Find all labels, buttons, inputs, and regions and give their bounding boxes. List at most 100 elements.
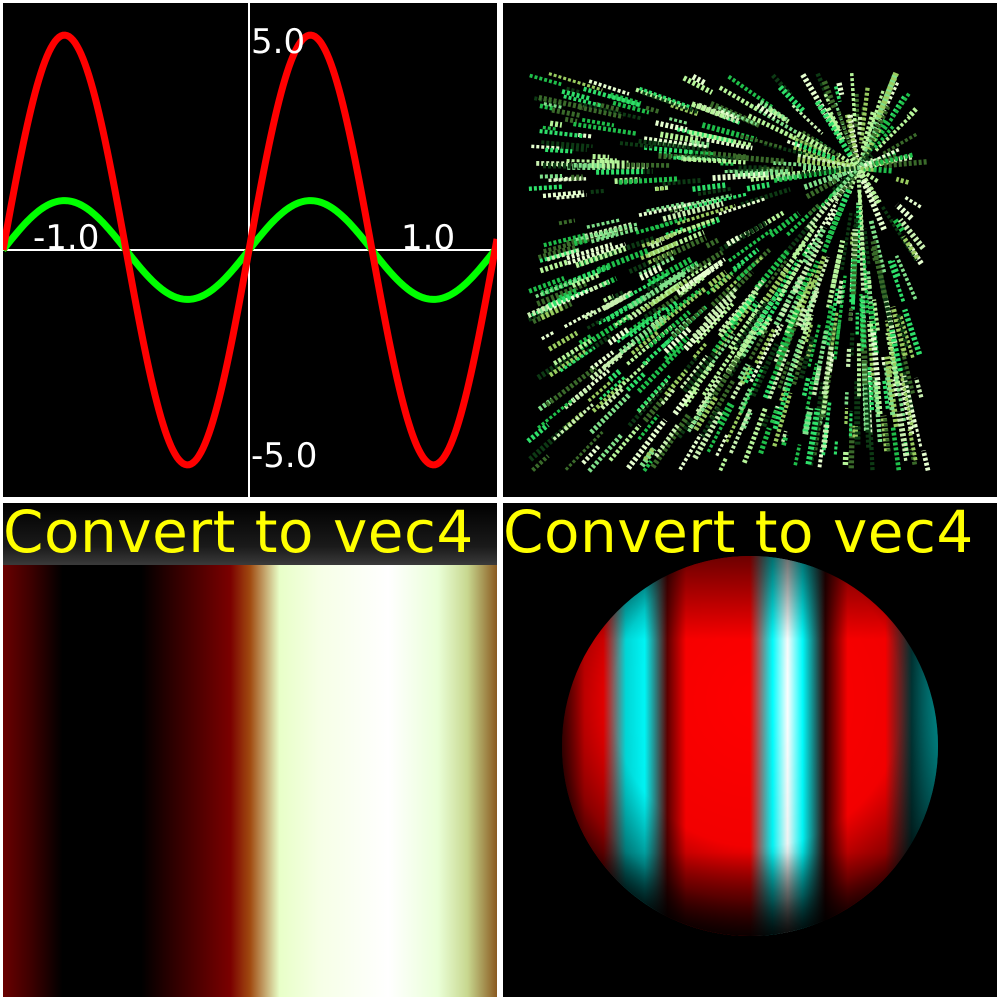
burst-ray <box>703 286 739 321</box>
burst-ray <box>802 412 812 433</box>
burst-ray <box>653 235 708 264</box>
burst-ray <box>677 415 695 439</box>
burst-ray <box>642 395 667 423</box>
burst-ray <box>791 104 824 135</box>
burst-ray <box>545 365 598 407</box>
burst-ray <box>858 87 870 144</box>
burst-ray <box>749 103 801 136</box>
burst-ray <box>573 121 637 136</box>
burst-ray <box>771 73 793 97</box>
burst-ray <box>767 349 790 400</box>
burst-ray <box>746 181 770 192</box>
burst-ray <box>882 132 918 155</box>
burst-ray <box>614 360 649 393</box>
burst-ray <box>589 391 632 435</box>
burst-ray <box>729 407 753 454</box>
burst-ray <box>762 267 790 303</box>
burst-ray <box>597 247 650 273</box>
burst-ray <box>693 395 719 432</box>
burst-ray <box>695 372 730 422</box>
burst-ray <box>692 182 726 192</box>
burst-ray <box>880 354 886 366</box>
burst-ray <box>637 414 660 441</box>
burst-ray <box>616 305 668 344</box>
burst-ray <box>566 159 629 164</box>
burst-ray <box>547 330 579 352</box>
burst-ray <box>552 337 594 366</box>
burst-ray <box>805 178 838 200</box>
burst-ray <box>749 325 781 383</box>
burst-ray <box>563 309 594 329</box>
burst-ray <box>548 72 603 92</box>
burst-ray <box>648 310 692 348</box>
burst-ray <box>653 286 708 331</box>
burst-ray <box>848 424 855 469</box>
gradient-band <box>3 565 497 997</box>
burst-ray <box>855 165 874 172</box>
burst-ray <box>884 320 897 367</box>
burst-ray <box>539 247 580 263</box>
burst-ray <box>735 260 758 282</box>
burst-ray <box>564 430 604 471</box>
burst-ray <box>804 322 814 343</box>
burst-ray <box>802 407 814 435</box>
burst-ray <box>768 107 790 124</box>
burst-ray <box>792 224 818 257</box>
burst-ray <box>558 218 576 226</box>
burst-ray <box>785 282 808 324</box>
burst-ray <box>747 113 797 141</box>
burst-ray <box>884 159 927 169</box>
band-caption: Convert to vec4 <box>3 503 474 566</box>
burst-ray <box>806 343 813 358</box>
burst-ray <box>792 239 824 294</box>
burst-ray <box>575 222 639 242</box>
burst-ray <box>662 200 724 222</box>
burst-ray <box>902 308 923 356</box>
burst-ray <box>528 421 573 462</box>
burst-ray <box>874 71 899 122</box>
burst-ray <box>722 334 754 379</box>
burst-ray <box>826 288 840 346</box>
burst-ray <box>695 375 723 414</box>
burst-ray <box>546 247 581 262</box>
burst-ray <box>769 407 781 424</box>
burst-ray <box>589 352 624 381</box>
burst-ray <box>773 161 816 168</box>
burst-ray <box>756 288 788 336</box>
burst-ray <box>802 225 828 264</box>
burst-ray <box>747 308 760 323</box>
burst-ray <box>825 208 838 226</box>
burst-ray <box>836 286 845 304</box>
burst-ray <box>868 302 879 354</box>
burst-ray <box>761 414 770 428</box>
burst-ray <box>796 156 839 169</box>
burst-ray <box>821 206 845 253</box>
burst-ray <box>758 427 772 455</box>
burst-ray <box>716 401 733 425</box>
burst-ray <box>907 428 918 461</box>
burst-ray <box>720 109 737 119</box>
burst-ray <box>659 217 718 241</box>
line-burst <box>526 71 931 473</box>
burst-ray <box>844 407 849 425</box>
burst-ray <box>740 187 791 207</box>
burst-ray <box>863 416 869 431</box>
burst-ray <box>832 152 874 193</box>
burst-ray <box>740 134 782 149</box>
burst-ray <box>641 232 676 248</box>
burst-ray <box>790 135 840 161</box>
burst-ray <box>660 387 677 406</box>
burst-ray <box>528 275 565 294</box>
burst-ray <box>826 256 842 309</box>
burst-ray <box>836 152 879 183</box>
burst-ray <box>697 102 741 125</box>
burst-ray <box>906 107 918 119</box>
burst-ray <box>682 362 715 404</box>
burst-ray <box>542 125 558 131</box>
burst-ray <box>539 174 563 179</box>
burst-ray <box>856 153 913 171</box>
burst-ray <box>860 179 887 231</box>
burst-ray <box>566 242 613 261</box>
burst-ray <box>598 375 627 401</box>
sphere-panel: Convert to vec4 <box>503 503 997 997</box>
